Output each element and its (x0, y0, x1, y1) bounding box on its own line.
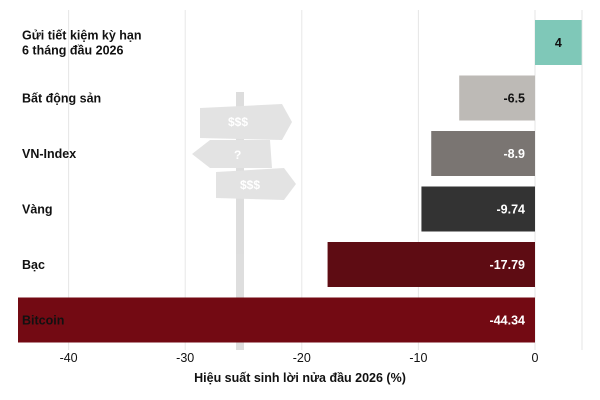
bars-layer: 4 -6.5 -8.9 -9.74 -17.79 -44.34 (18, 20, 582, 343)
x-tick-label: -10 (409, 351, 427, 365)
data-label: 4 (555, 36, 562, 50)
svg-text:$$$: $$$ (240, 178, 260, 192)
category-label: Bạc (22, 258, 45, 272)
svg-text:$$$: $$$ (228, 115, 248, 129)
bar (431, 131, 535, 176)
x-tick-label: -40 (60, 351, 78, 365)
data-label: -8.9 (503, 147, 525, 161)
category-label: VN-Index (22, 147, 76, 161)
svg-text:?: ? (234, 148, 241, 162)
x-axis-title: Hiệu suất sinh lời nửa đầu 2026 (%) (194, 371, 406, 385)
bar (327, 242, 535, 287)
category-label: Bất động sản (22, 92, 101, 106)
x-axis-ticks: -40 -30 -20 -10 0 (60, 351, 539, 365)
category-label: Gửi tiết kiệm kỳ hạn (22, 29, 142, 43)
category-label: Vàng (22, 203, 53, 217)
data-label: -6.5 (503, 92, 525, 106)
category-label: Bitcoin (22, 314, 64, 328)
signpost-illustration: $$$ ? $$$ (192, 92, 296, 350)
data-label: -17.79 (490, 258, 525, 272)
x-tick-label: -30 (176, 351, 194, 365)
bar (535, 20, 582, 65)
grid-layer (68, 10, 583, 350)
data-label: -44.34 (490, 314, 525, 328)
x-tick-label: 0 (532, 351, 539, 365)
data-label: -9.74 (497, 203, 526, 217)
x-tick-label: -20 (293, 351, 311, 365)
bar (421, 186, 535, 232)
bar (459, 75, 535, 121)
category-label: 6 tháng đầu 2026 (22, 44, 123, 58)
bar (18, 297, 535, 343)
